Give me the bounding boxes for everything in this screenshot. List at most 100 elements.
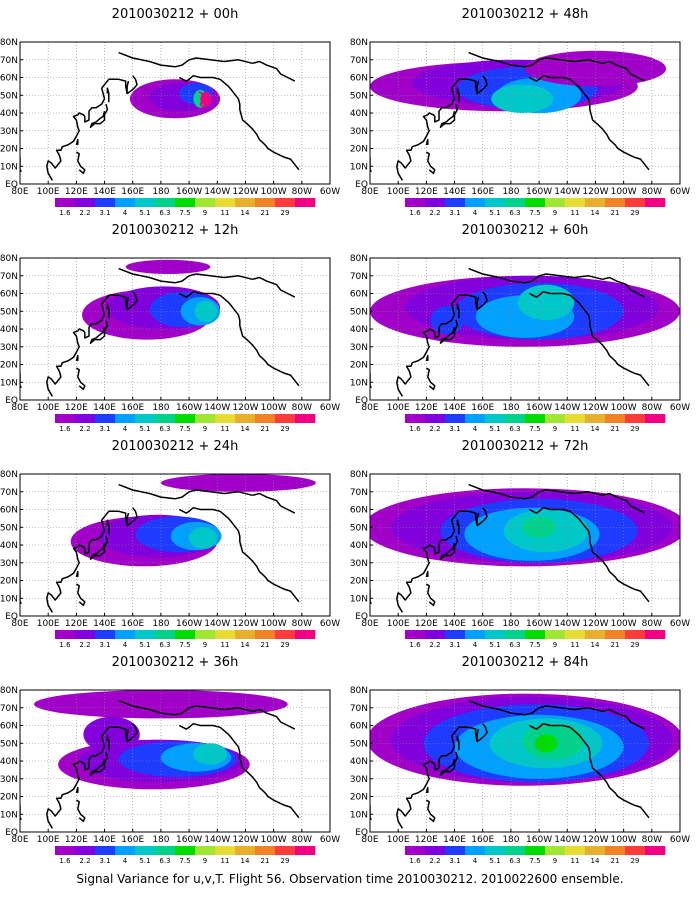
colorbar-swatch bbox=[175, 414, 196, 423]
variance-contour bbox=[189, 527, 218, 549]
colorbar-swatch bbox=[425, 198, 446, 207]
lon-tick-label: 160E bbox=[121, 835, 144, 845]
coastline bbox=[476, 291, 488, 311]
colorbar-swatch bbox=[255, 630, 276, 639]
lon-tick-label: 120E bbox=[415, 835, 438, 845]
colorbar-swatch bbox=[95, 414, 116, 423]
colorbar-label: 3.1 bbox=[449, 641, 460, 649]
colorbar-label: 21 bbox=[261, 209, 270, 217]
coastline bbox=[46, 294, 128, 397]
coastline bbox=[118, 267, 176, 284]
lat-tick-label: EQ bbox=[5, 180, 18, 190]
lon-tick-label: 160E bbox=[471, 403, 494, 413]
flight-track bbox=[198, 91, 209, 110]
colorbar-label: 1.6 bbox=[409, 425, 421, 433]
colorbar-label: 7.5 bbox=[179, 857, 190, 865]
colorbar-swatch bbox=[485, 198, 506, 207]
lat-tick-label: 40N bbox=[350, 541, 368, 551]
panel-map: EQ 10N 20N 30N 40N 50N 60N 70N 80N 80E 100E 120E 140… bbox=[350, 470, 690, 649]
colorbar-label: 1.6 bbox=[409, 857, 421, 865]
colorbar-label: 3.1 bbox=[449, 425, 460, 433]
lat-tick-label: 40N bbox=[350, 757, 368, 767]
coastline bbox=[75, 354, 79, 362]
colorbar-swatch bbox=[605, 630, 626, 639]
coastline bbox=[118, 699, 176, 716]
coastline bbox=[468, 483, 526, 500]
lon-tick-label: 120E bbox=[65, 835, 88, 845]
colorbar-label: 5.1 bbox=[489, 209, 500, 217]
colorbar-label: 2.2 bbox=[79, 425, 90, 433]
colorbar-swatch bbox=[115, 630, 136, 639]
lat-tick-label: 20N bbox=[0, 793, 18, 803]
lon-tick-label: 60W bbox=[670, 187, 690, 197]
lat-tick-label: 80N bbox=[0, 38, 18, 48]
colorbar-label: 29 bbox=[631, 425, 640, 433]
coastline bbox=[602, 60, 646, 82]
coastline bbox=[468, 267, 526, 284]
colorbar-swatch bbox=[75, 198, 96, 207]
lon-tick-label: 80E bbox=[11, 835, 28, 845]
colorbar-label: 21 bbox=[611, 857, 620, 865]
colorbar-swatch bbox=[295, 846, 316, 855]
lat-tick-label: 60N bbox=[0, 506, 18, 516]
lon-tick-label: 120W bbox=[582, 835, 608, 845]
colorbar-label: 6.3 bbox=[159, 425, 170, 433]
lon-tick-label: 140E bbox=[93, 187, 116, 197]
colorbar-swatch bbox=[405, 198, 426, 207]
lat-tick-label: 50N bbox=[0, 307, 18, 317]
lat-tick-label: 10N bbox=[0, 378, 18, 388]
colorbar-swatch bbox=[195, 414, 216, 423]
lon-tick-label: 120E bbox=[415, 187, 438, 197]
coastline bbox=[89, 535, 109, 560]
coastline bbox=[89, 319, 109, 344]
coastline bbox=[524, 57, 603, 68]
lat-tick-label: 60N bbox=[350, 506, 368, 516]
colorbar-label: 3.1 bbox=[99, 425, 110, 433]
lat-tick-label: 20N bbox=[350, 793, 368, 803]
colorbar-swatch bbox=[605, 846, 626, 855]
lon-tick-label: 120E bbox=[65, 403, 88, 413]
colorbar-label: 14 bbox=[241, 641, 250, 649]
colorbar-swatch bbox=[525, 198, 546, 207]
lat-tick-label: 80N bbox=[0, 686, 18, 696]
lon-tick-label: 100W bbox=[261, 619, 287, 629]
lat-tick-label: 70N bbox=[350, 56, 368, 66]
lon-tick-label: 180 bbox=[502, 403, 519, 413]
lat-tick-label: EQ bbox=[355, 396, 368, 406]
coastline bbox=[426, 151, 436, 175]
colorbar-swatch bbox=[645, 198, 666, 207]
colorbar-swatch bbox=[115, 414, 136, 423]
lat-tick-label: 50N bbox=[350, 307, 368, 317]
colorbar-label: 4 bbox=[473, 641, 478, 649]
coastline bbox=[76, 583, 86, 607]
colorbar-swatch bbox=[235, 630, 256, 639]
panel-map: EQ 10N 20N 30N 40N 50N 60N 70N 80N 80E 100E 120E 140… bbox=[0, 470, 340, 649]
coastline bbox=[602, 492, 646, 514]
lon-tick-label: 160W bbox=[176, 403, 202, 413]
coastline bbox=[76, 367, 86, 391]
chart-panel: 2010030212 + 60h EQ 10N 20N 30N 40N 50N 60N 70N 8… bbox=[350, 216, 700, 441]
lon-tick-label: 120E bbox=[65, 619, 88, 629]
colorbar-label: 11 bbox=[571, 857, 580, 865]
lon-tick-label: 60W bbox=[320, 835, 340, 845]
lon-tick-label: 100E bbox=[387, 403, 410, 413]
colorbar-label: 3.1 bbox=[99, 857, 110, 865]
lon-tick-label: 120W bbox=[232, 187, 258, 197]
coastline bbox=[439, 103, 459, 128]
lon-tick-label: 100E bbox=[37, 619, 60, 629]
colorbar-label: 6.3 bbox=[509, 857, 520, 865]
colorbar-swatch bbox=[75, 630, 96, 639]
colorbar-swatch bbox=[445, 198, 466, 207]
coastline bbox=[89, 751, 109, 776]
coastline bbox=[396, 726, 478, 829]
lon-tick-label: 80W bbox=[642, 403, 662, 413]
panel-map: EQ 10N 20N 30N 40N 50N 60N 70N 80N 80E 100E 120E 140… bbox=[0, 254, 340, 433]
colorbar-swatch bbox=[55, 630, 76, 639]
panel-title: 2010030212 + 48h bbox=[461, 7, 589, 22]
colorbar-label: 14 bbox=[241, 857, 250, 865]
lon-tick-label: 120W bbox=[232, 403, 258, 413]
coastline bbox=[456, 303, 460, 319]
colorbar-swatch bbox=[215, 414, 236, 423]
coastline bbox=[425, 138, 429, 146]
lat-tick-label: 80N bbox=[350, 686, 368, 696]
